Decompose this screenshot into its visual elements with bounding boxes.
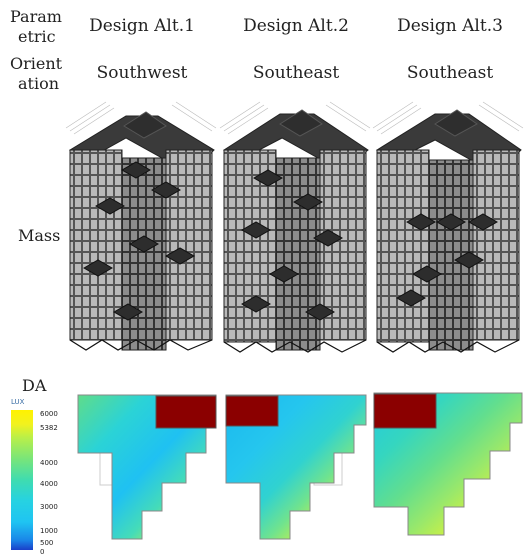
column-header-alt1: Design Alt.1: [89, 16, 195, 36]
legend-tick-4000a: 4000: [40, 459, 58, 467]
facade-right: [165, 149, 213, 341]
row-label-da: DA: [22, 376, 47, 395]
row-label-orientation-line2: ation: [18, 74, 60, 93]
column-header-alt2: Design Alt.2: [243, 16, 349, 36]
row-label-orientation: Orient ation: [10, 54, 62, 94]
roof-box: [434, 109, 478, 137]
base-stepped-edge: [69, 339, 213, 351]
row-label-orientation-line1: Orient: [10, 54, 63, 73]
row-label-parametric: Param etric: [10, 7, 62, 47]
legend-tick-6000: 6000: [40, 410, 58, 418]
mass-model-alt2: [219, 101, 371, 353]
facade-left: [69, 149, 123, 341]
column-header-alt3: Design Alt.3: [397, 16, 503, 36]
terrace-blocks: [395, 213, 499, 307]
legend-tick-3000: 3000: [40, 503, 58, 511]
row-label-parametric-line1: Param: [10, 7, 62, 26]
terrace-blocks: [240, 169, 344, 321]
base-stepped-edge: [376, 339, 520, 353]
base-stepped-edge: [223, 339, 367, 353]
orientation-alt3: Southeast: [406, 63, 494, 83]
core-block: [373, 393, 437, 429]
ground-plane-lines: [219, 101, 371, 135]
da-plan-alt1: [77, 394, 217, 540]
mass-model-alt1: [65, 101, 217, 351]
roof-box: [123, 111, 167, 139]
legend-title: LUX: [11, 398, 25, 406]
ground-plane-lines: [65, 101, 217, 135]
legend-tick-1000: 1000: [40, 527, 58, 535]
da-plan-alt2: [225, 394, 367, 540]
terrace-blocks: [82, 161, 196, 321]
row-label-mass: Mass: [18, 226, 61, 245]
legend-tick-500: 500: [40, 539, 54, 547]
roof-box: [279, 109, 323, 137]
legend-tick-0: 0: [40, 548, 45, 556]
orientation-alt1: Southwest: [96, 63, 188, 83]
row-label-parametric-line2: etric: [18, 27, 56, 46]
legend-tick-5382: 5382: [40, 424, 58, 432]
mass-model-alt3: [372, 101, 524, 353]
da-plan-alt3: [373, 392, 523, 536]
facade-left: [376, 149, 430, 343]
core-block: [155, 395, 217, 429]
plan-floor: [225, 394, 367, 540]
facade-right: [472, 149, 520, 341]
legend-color-bar: [11, 410, 33, 550]
legend-tick-4000b: 4000: [40, 480, 58, 488]
core-block: [225, 395, 279, 427]
facade-mid: [275, 157, 321, 351]
orientation-alt2: Southeast: [252, 63, 340, 83]
ground-plane-lines: [372, 101, 524, 135]
